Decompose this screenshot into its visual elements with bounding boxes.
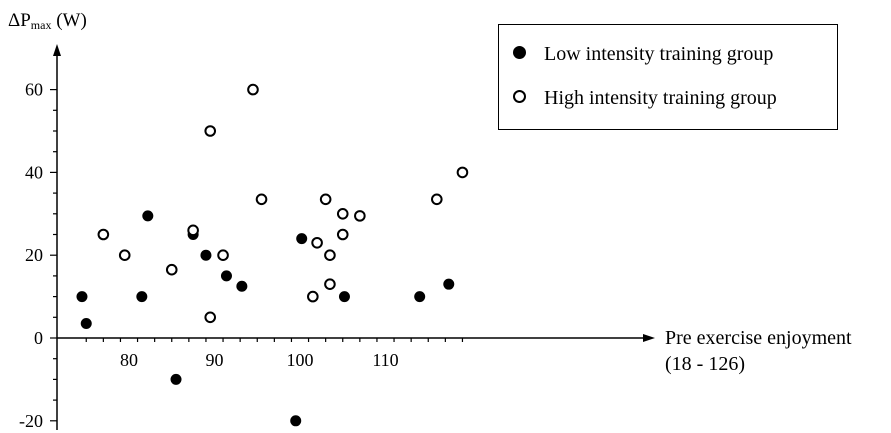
low-intensity-point bbox=[236, 280, 248, 292]
y-tick-label: 60 bbox=[25, 80, 43, 100]
high-intensity-point bbox=[97, 228, 110, 241]
high-intensity-point bbox=[204, 125, 217, 137]
x-tick-label: 110 bbox=[372, 350, 398, 370]
y-axis-label: ΔPmax (W) bbox=[8, 10, 87, 33]
low-intensity-point bbox=[142, 210, 154, 222]
low-intensity-point bbox=[170, 373, 182, 385]
high-intensity-point bbox=[319, 193, 332, 206]
low-intensity-point bbox=[80, 318, 92, 330]
legend-label-high: High intensity training group bbox=[544, 87, 777, 109]
high-intensity-point bbox=[336, 228, 349, 241]
y-tick-label: 0 bbox=[34, 328, 43, 348]
high-intensity-point bbox=[336, 208, 349, 220]
x-axis-arrow bbox=[643, 334, 655, 342]
high-intensity-point bbox=[324, 278, 336, 290]
x-tick-label: 80 bbox=[120, 350, 138, 370]
high-intensity-point bbox=[204, 311, 217, 324]
y-axis-label-main: ΔP bbox=[8, 10, 31, 31]
high-intensity-point bbox=[456, 166, 469, 179]
legend-item-low: Low intensity training group bbox=[513, 43, 773, 66]
low-intensity-point bbox=[76, 291, 88, 303]
high-intensity-point bbox=[255, 193, 268, 206]
high-intensity-point bbox=[165, 263, 178, 276]
low-intensity-point bbox=[136, 291, 148, 303]
low-intensity-point bbox=[338, 291, 350, 303]
data-points bbox=[76, 83, 469, 427]
x-axis-range-label: (18 - 126) bbox=[665, 353, 745, 375]
y-tick-label: 20 bbox=[25, 245, 43, 265]
low-intensity-point bbox=[296, 233, 308, 245]
y-tick-label: -20 bbox=[19, 411, 43, 431]
high-intensity-point bbox=[354, 210, 366, 222]
low-intensity-point bbox=[443, 278, 455, 290]
legend-label-low: Low intensity training group bbox=[544, 43, 774, 65]
x-tick-label: 90 bbox=[206, 350, 224, 370]
x-tick-label: 100 bbox=[287, 350, 314, 370]
high-intensity-point bbox=[217, 249, 229, 261]
high-intensity-point bbox=[307, 290, 319, 303]
x-axis-label: Pre exercise enjoyment bbox=[665, 327, 852, 349]
high-intensity-point bbox=[431, 193, 443, 206]
legend-item-high: High intensity training group bbox=[513, 87, 777, 110]
low-intensity-point bbox=[414, 291, 426, 303]
axes: -20 0 20 40 60 80 90 100 110 bbox=[19, 44, 655, 431]
y-axis-arrow bbox=[53, 44, 61, 56]
low-intensity-point bbox=[290, 415, 302, 427]
high-intensity-point bbox=[311, 236, 323, 249]
high-intensity-point bbox=[324, 249, 336, 261]
y-axis-label-subscript: max bbox=[30, 18, 52, 32]
open-circle-icon bbox=[513, 90, 526, 103]
y-tick-label: 40 bbox=[25, 162, 43, 182]
filled-circle-icon bbox=[513, 46, 526, 59]
low-intensity-point bbox=[220, 270, 232, 282]
y-axis-label-unit: (W) bbox=[51, 10, 87, 31]
high-intensity-point bbox=[187, 224, 199, 237]
high-intensity-point bbox=[247, 83, 259, 96]
legend: Low intensity training group High intens… bbox=[498, 24, 838, 130]
low-intensity-point bbox=[200, 249, 212, 261]
high-intensity-point bbox=[118, 249, 131, 261]
